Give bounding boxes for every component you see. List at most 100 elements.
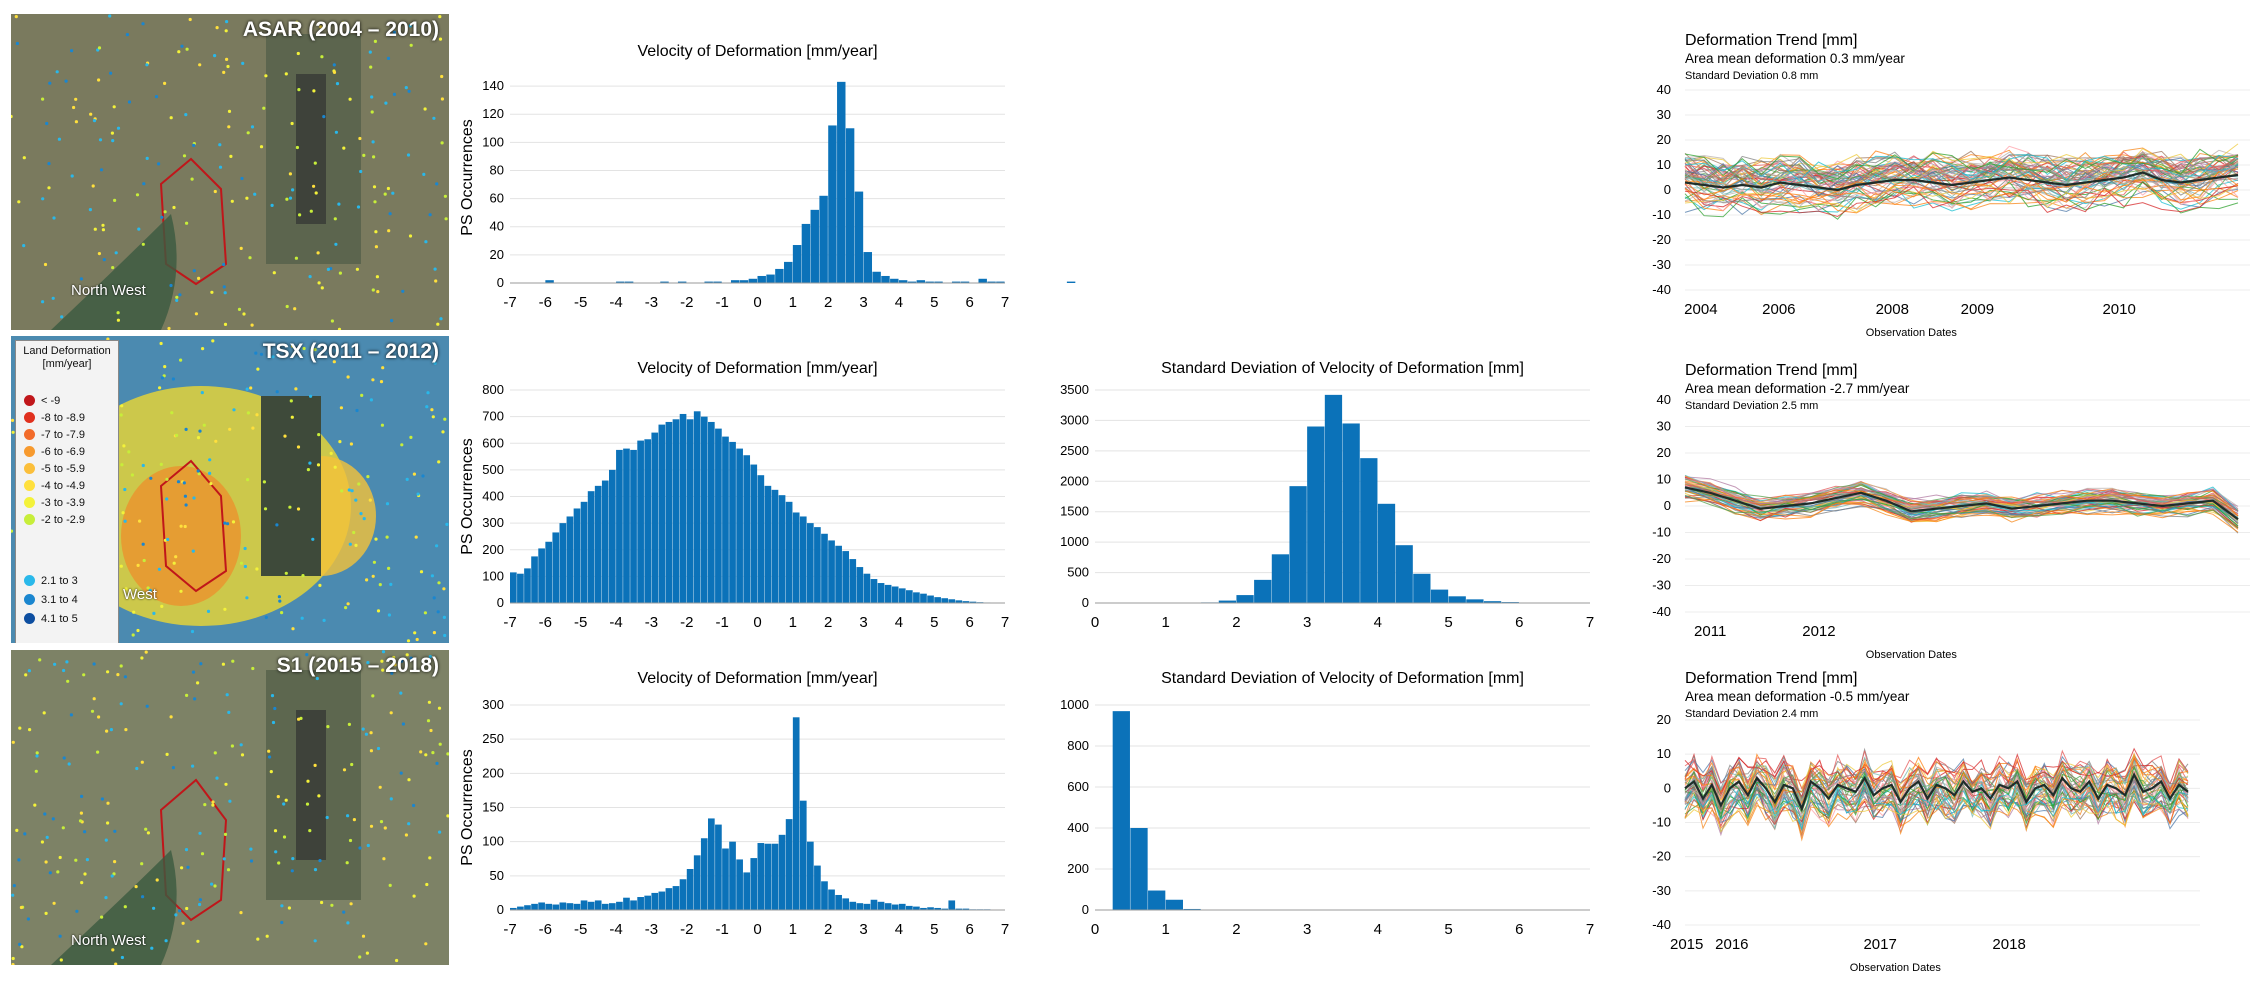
map-point [284,571,288,575]
y-tick-label: 1000 [1060,697,1089,712]
map-point [72,105,76,110]
x-tick-label: -5 [574,294,587,311]
map-title: TSX (2011 – 2012) [262,340,439,363]
map-point [387,229,391,233]
y-tick-label: 1500 [1060,504,1089,519]
map-point [430,574,434,578]
map-point [97,46,102,50]
chart-title: Standard Deviation of Velocity of Deform… [1161,670,1524,687]
map-point [99,168,104,172]
histogram-bar [969,601,977,603]
map-point [419,570,424,574]
map-point [198,898,202,902]
legend-title: Land Deformation [mm/year] [23,345,111,370]
map-point [368,498,372,502]
map-point [329,451,333,455]
map-point [360,393,364,397]
histogram-bar [573,508,581,603]
map-point [196,469,200,473]
y-tick-label: 800 [482,382,504,397]
region-label: West [123,586,157,603]
map-point [239,911,243,915]
histogram-bar [510,572,517,603]
x-tick-label: 2 [824,921,832,938]
histogram-bar [757,843,765,910]
map-point [163,81,167,85]
map-point [180,866,184,870]
histogram-bar [775,268,784,283]
map-point [179,589,183,593]
map-point [371,288,375,292]
map-point [296,51,300,56]
map-point [202,423,206,427]
histogram-bar [764,843,772,910]
map-point [120,404,124,408]
map-point [191,670,196,674]
map-point [391,191,395,195]
histogram-bar [624,281,634,283]
map-point [101,223,105,227]
y-tick-label: 2500 [1060,443,1089,458]
map-point [382,857,386,861]
map-point [269,770,273,774]
map-point [215,26,219,30]
map-point [134,885,138,889]
legend-swatch [24,446,35,457]
map-point [190,177,194,181]
map-point [175,433,179,437]
map-point [435,544,439,548]
map-point [145,63,149,67]
map-point [35,754,39,758]
histogram-bar [1324,394,1343,603]
histogram-bar [856,567,864,603]
map-point [149,476,153,480]
histogram-bar [1165,899,1183,910]
map-point [437,581,441,585]
map-point [401,722,405,726]
map-point [175,298,179,302]
histogram-bar [913,592,920,603]
map-point [230,744,234,748]
histogram-bar [545,541,553,603]
map-point [165,477,169,481]
map-point [123,905,127,909]
legend-item: 3.1 to 4 [24,592,78,607]
map-point [155,878,159,882]
map-point [211,803,215,807]
map-point [384,101,388,105]
histogram-bar [658,891,666,910]
histogram-bar [715,428,722,603]
map-point [407,778,411,782]
map-point [313,763,317,767]
map-point [440,97,444,101]
map-point [226,522,230,526]
x-tick-label: 4 [1374,921,1382,938]
map-point [116,318,120,322]
map-point [11,893,15,897]
map-point [387,566,391,570]
series-line [1684,753,2189,805]
histogram-bar [1254,579,1272,603]
map-point [248,256,252,260]
map-point [408,234,413,238]
map-point [320,55,324,59]
y-tick-label: 40 [490,219,504,234]
map-point [213,54,217,58]
legend-label: -6 to -6.9 [41,445,86,458]
map-point [240,176,244,181]
map-point [131,594,135,598]
histogram-bar [545,903,553,910]
histogram-bar [1307,426,1325,603]
map-point [237,307,242,311]
map-point [127,100,132,104]
map-point [112,105,116,109]
map-point [245,596,249,600]
map-point [349,442,353,446]
map-point [201,347,205,351]
map-point [355,408,359,413]
map-point [255,567,259,571]
map-point [122,444,126,448]
chart-title: Velocity of Deformation [mm/year] [637,670,877,687]
histogram-bar [630,449,637,603]
histogram-bar [729,841,736,910]
